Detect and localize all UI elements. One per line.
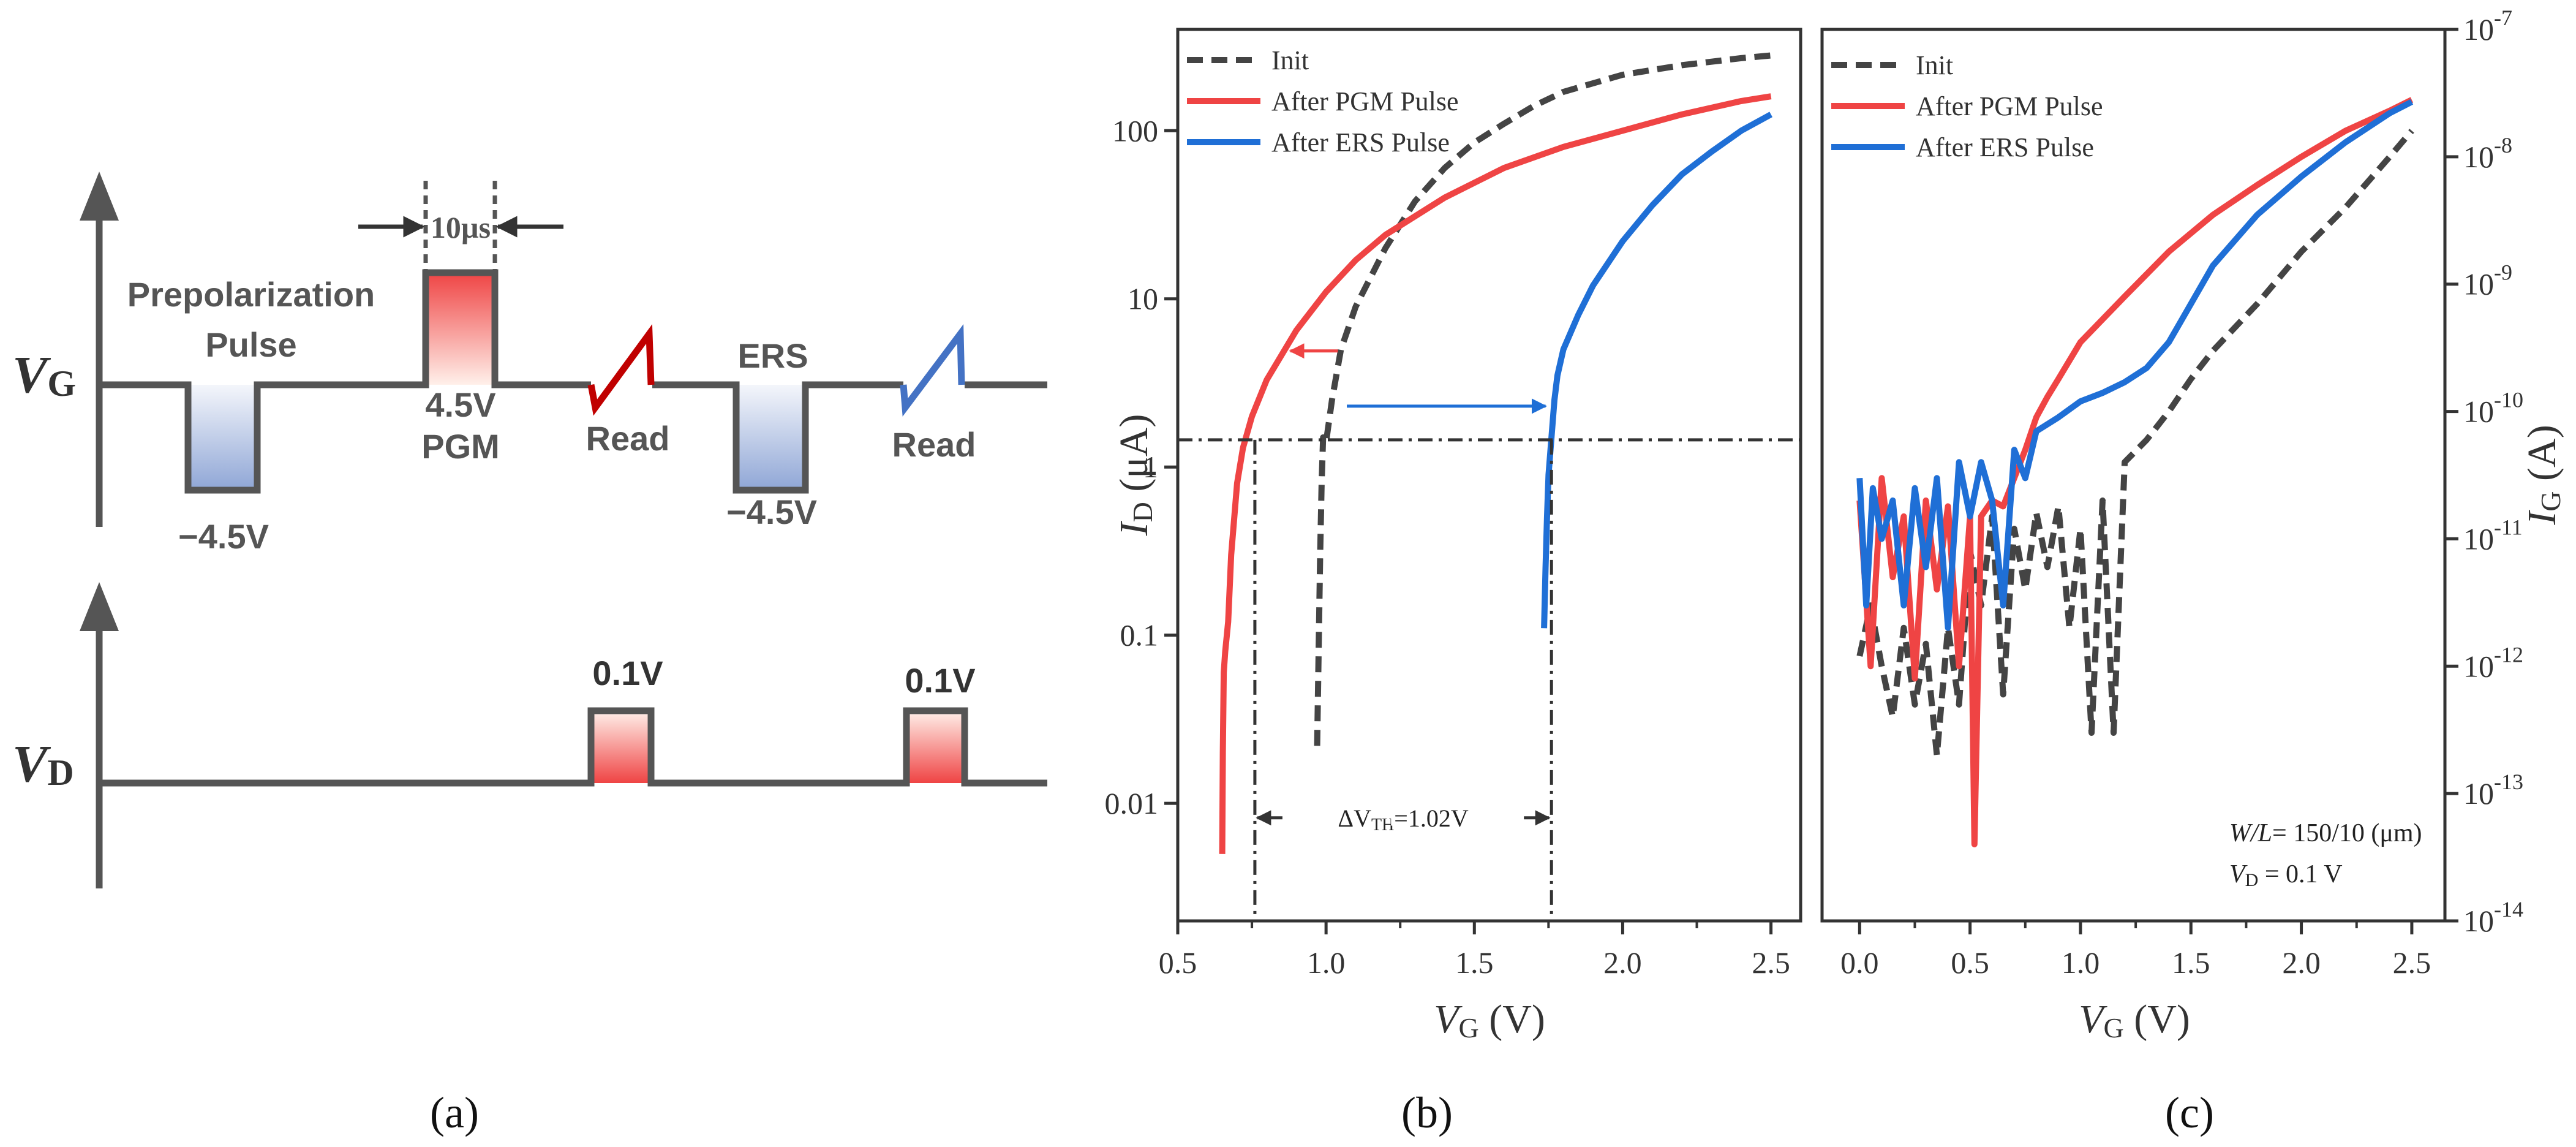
chart-b-ylabel: ID (μA) xyxy=(1112,414,1158,537)
chart-b-frame xyxy=(1176,28,1802,923)
chart-c-xtick-label: 0.5 xyxy=(1951,945,1989,980)
chart-b-ytick-label: 0.01 xyxy=(1105,786,1159,820)
chart-c-note-vd: VD = 0.1 V xyxy=(2229,860,2343,890)
chart-b-ytick-label: 0.1 xyxy=(1120,618,1159,653)
chart-c-xtick-label: 0.0 xyxy=(1840,945,1879,980)
ers-label: ERS xyxy=(737,336,808,375)
chart-b-axes: 0.5 1.0 1.5 2.0 2.5 0.01 0.1 1 10 100 xyxy=(1105,113,1790,980)
read1-sawtooth xyxy=(587,324,655,416)
chart-c-xtick-label: 1.0 xyxy=(2062,945,2100,980)
panel-b: ΔVTH=1.02V 0.5 1.0 1.5 2.0 2.50.010.1110100 … xyxy=(1105,28,1802,1137)
vd-pulse2-label: 0.1V xyxy=(905,661,975,700)
chart-b-series-2 xyxy=(1541,112,1773,629)
read1-label: Read xyxy=(586,419,670,458)
chart-c-ytick-label: 10-7 xyxy=(2463,6,2512,47)
chart-b-xtick-label: 0.5 xyxy=(1159,945,1197,980)
chart-b-xtick-label: 1.5 xyxy=(1455,945,1494,980)
pulse-width-label: 10µs xyxy=(431,210,491,244)
chart-b-annotations: ΔVTH=1.02V xyxy=(1178,343,1801,921)
chart-c-ytick-label: 10-9 xyxy=(2463,260,2512,301)
chart-c-xlabel: VG (V) xyxy=(2079,997,2190,1043)
vd-waveform xyxy=(99,707,1047,787)
prepol-label-line2: Pulse xyxy=(205,325,296,364)
chart-c-xtick-label: 2.5 xyxy=(2393,945,2431,980)
read2-sawtooth xyxy=(900,324,965,417)
chart-c-note-wl: W/L= 150/10 (μm) xyxy=(2229,819,2422,847)
chart-c-axes: 0.0 0.5 1.0 1.5 2.0 2.5 10-14 10-13 10-12 10-11 10… xyxy=(1840,6,2523,980)
chart-c-series xyxy=(1856,97,2414,847)
chart-c-ytick-label: 10-8 xyxy=(2463,133,2512,174)
chart-b-legend-label-1: After PGM Pulse xyxy=(1271,86,1459,116)
chart-c-frame xyxy=(1820,28,2447,923)
chart-b-legend-label-2: After ERS Pulse xyxy=(1271,127,1450,157)
chart-c-series-0 xyxy=(1856,129,2414,759)
ers-value: −4.5V xyxy=(726,493,817,531)
panel-label-a: (a) xyxy=(430,1088,479,1137)
chart-c-ylabel: IG (A) xyxy=(2520,425,2566,525)
chart-c-legend-label-0: Init xyxy=(1916,50,1953,80)
chart-c-series-1 xyxy=(1856,97,2414,847)
chart-b-ytick-label: 10 xyxy=(1128,282,1158,316)
chart-b-xlabel: VG (V) xyxy=(1434,997,1545,1043)
chart-b-series-1 xyxy=(1219,93,1772,854)
vd-axis-label: VD xyxy=(12,734,74,793)
chart-b-xtick-label: 2.0 xyxy=(1603,945,1642,980)
chart-c-ytick-label: 10-12 xyxy=(2463,642,2523,683)
chart-b-dvth-label: ΔVTH=1.02V xyxy=(1338,804,1468,835)
chart-c-legend: Init After PGM Pulse After ERS Pulse xyxy=(1831,50,2103,162)
panel-a: VG VD Prepolarization Pulse −4.5V 10µs 4… xyxy=(12,172,1047,1137)
chart-b-ytick-label: 1 xyxy=(1143,450,1158,484)
vg-waveform xyxy=(99,269,1047,494)
read2-label: Read xyxy=(892,425,976,464)
chart-c-xtick-label: 1.5 xyxy=(2172,945,2210,980)
vd-pulse1-label: 0.1V xyxy=(592,654,663,692)
chart-c-xtick-label: 2.0 xyxy=(2282,945,2321,980)
chart-b-legend: Init After PGM Pulse After ERS Pulse xyxy=(1187,45,1459,157)
prepol-value: −4.5V xyxy=(178,517,269,556)
chart-c-ytick-label: 10-10 xyxy=(2463,388,2523,429)
chart-c-ytick-label: 10-11 xyxy=(2463,515,2523,556)
pgm-value: 4.5V xyxy=(425,385,495,424)
chart-b-ytick-label: 100 xyxy=(1112,113,1158,148)
prepol-label-line1: Prepolarization xyxy=(127,275,375,314)
chart-c-legend-label-2: After ERS Pulse xyxy=(1916,132,2094,162)
chart-c-series-2 xyxy=(1856,99,2414,631)
chart-c-ytick-label: 10-14 xyxy=(2463,897,2523,938)
chart-b-xtick-label: 1.0 xyxy=(1307,945,1346,980)
panel-label-b: (b) xyxy=(1401,1088,1453,1137)
chart-b-xtick-label: 2.5 xyxy=(1752,945,1790,980)
panel-c: 0.0 0.5 1.0 1.5 2.0 2.5 10-14 10-13 10-12 10-11 10… xyxy=(1820,6,2566,1137)
vg-axis-label: VG xyxy=(12,345,76,404)
chart-c-ytick-label: 10-13 xyxy=(2463,770,2523,811)
panel-label-c: (c) xyxy=(2165,1088,2214,1137)
pgm-label: PGM xyxy=(421,427,500,466)
chart-c-legend-label-1: After PGM Pulse xyxy=(1916,91,2103,121)
chart-b-legend-label-0: Init xyxy=(1271,45,1309,75)
chart-b-series xyxy=(1219,52,1773,854)
